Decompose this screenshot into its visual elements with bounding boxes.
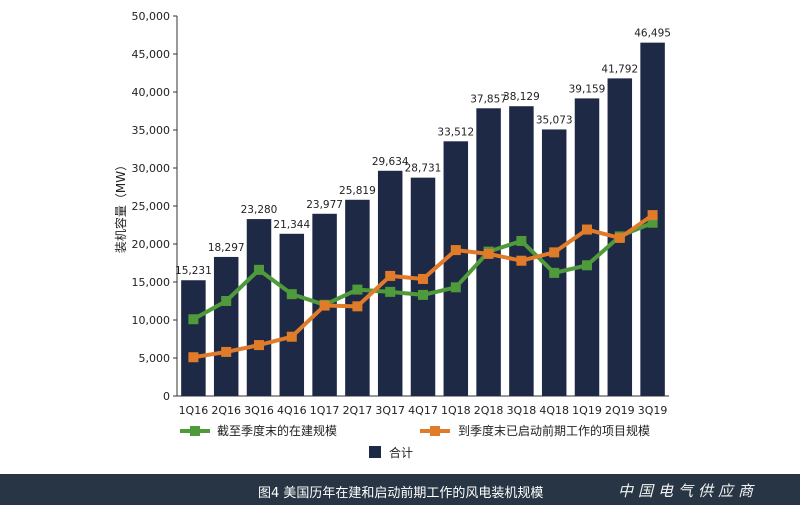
series-point-1 — [188, 314, 199, 325]
bar-value-label: 23,280 — [241, 204, 278, 216]
bar-value-label: 39,159 — [569, 83, 606, 95]
bar-value-label: 21,344 — [273, 219, 310, 231]
bar-value-label: 35,073 — [536, 114, 573, 126]
series-point-2 — [549, 247, 560, 258]
figure-caption: 图4 美国历年在建和启动前期工作的风电装机规模 — [258, 486, 544, 501]
x-tick-label: 2Q17 — [343, 404, 373, 417]
legend-marker-bar — [369, 446, 381, 458]
legend-marker-green — [190, 426, 200, 436]
bar — [574, 98, 600, 396]
chart: 0 5,000 10,000 15,000 20,000 25,000 30,000 35,0… — [113, 10, 671, 460]
bar-value-label: 33,512 — [437, 126, 474, 138]
bar-value-label: 15,231 — [175, 265, 212, 277]
bar-value-label: 46,495 — [634, 28, 671, 40]
x-tick-label: 1Q16 — [179, 404, 209, 417]
series-point-1 — [352, 284, 363, 295]
series-point-1 — [647, 217, 658, 228]
y-tick-label: 15,000 — [132, 276, 171, 289]
series-point-1 — [221, 296, 232, 306]
y-tick-label: 20,000 — [132, 238, 171, 251]
legend-label-orange: 到季度末已启动前期工作的项目规模 — [458, 423, 650, 438]
bar — [443, 141, 469, 396]
x-tick-label: 2Q16 — [211, 404, 241, 417]
x-tick-label: 2Q19 — [605, 404, 635, 417]
watermark-text: 中国电气供应商 — [618, 482, 759, 500]
legend-marker-orange — [430, 426, 440, 436]
x-tick-label: 1Q18 — [441, 404, 471, 417]
series-point-2 — [319, 300, 330, 311]
x-tick-label: 4Q18 — [539, 404, 569, 417]
bar — [181, 280, 206, 396]
legend-label-green: 截至季度末的在建规模 — [217, 423, 337, 438]
x-tick-label: 3Q16 — [244, 404, 274, 417]
series-point-1 — [450, 282, 461, 293]
x-tick-label: 1Q19 — [572, 404, 602, 417]
y-tick-label: 30,000 — [132, 162, 171, 175]
bar-value-label: 18,297 — [208, 242, 245, 254]
series-point-2 — [483, 248, 494, 259]
series-point-2 — [221, 346, 232, 357]
bar — [279, 233, 305, 396]
bar-value-label: 37,857 — [470, 93, 507, 105]
bar — [213, 256, 239, 396]
legend-label-bar: 合计 — [389, 445, 413, 460]
bar-value-label: 29,634 — [372, 156, 409, 168]
bar — [246, 219, 272, 396]
bar-value-label: 28,731 — [405, 163, 442, 175]
series-point-2 — [418, 273, 428, 284]
y-axis-title: 装机容量（MW） — [113, 159, 128, 253]
x-tick-label: 3Q17 — [375, 404, 405, 417]
x-tick-label: 3Q18 — [507, 404, 537, 417]
series-point-2 — [582, 224, 592, 235]
x-tick-label: 3Q19 — [638, 404, 668, 417]
x-tick-label: 1Q17 — [310, 404, 340, 417]
series-point-2 — [352, 301, 363, 312]
series-point-2 — [188, 352, 199, 363]
series-point-2 — [614, 232, 625, 243]
bar-value-label: 41,792 — [601, 63, 638, 75]
y-tick-label: 35,000 — [132, 124, 171, 137]
series-point-1 — [254, 264, 264, 275]
y-tick-label: 50,000 — [132, 10, 171, 23]
series-point-1 — [516, 235, 527, 246]
y-tick-label: 45,000 — [132, 48, 171, 61]
series-point-2 — [647, 210, 658, 221]
bar — [410, 177, 436, 396]
y-tick-label: 40,000 — [132, 86, 171, 99]
series-point-2 — [450, 245, 461, 256]
series-point-1 — [549, 267, 560, 278]
bar-value-label: 38,129 — [503, 91, 540, 103]
series-point-2 — [516, 255, 527, 266]
series-point-2 — [385, 270, 396, 281]
x-tick-label: 4Q16 — [277, 404, 307, 417]
series-point-1 — [286, 289, 297, 300]
y-tick-label: 25,000 — [132, 200, 171, 213]
bar-value-label: 25,819 — [339, 185, 376, 197]
series-point-1 — [385, 286, 396, 297]
series-point-1 — [418, 289, 428, 300]
caption-bar — [0, 474, 800, 505]
series-point-2 — [286, 331, 297, 342]
series-point-2 — [254, 340, 264, 351]
series-point-1 — [582, 260, 592, 271]
bar-value-label: 23,977 — [306, 199, 343, 211]
y-tick-label: 0 — [163, 390, 170, 403]
y-tick-label: 10,000 — [132, 314, 171, 327]
x-tick-label: 2Q18 — [474, 404, 504, 417]
x-tick-label: 4Q17 — [408, 404, 438, 417]
y-tick-label: 5,000 — [139, 352, 171, 365]
